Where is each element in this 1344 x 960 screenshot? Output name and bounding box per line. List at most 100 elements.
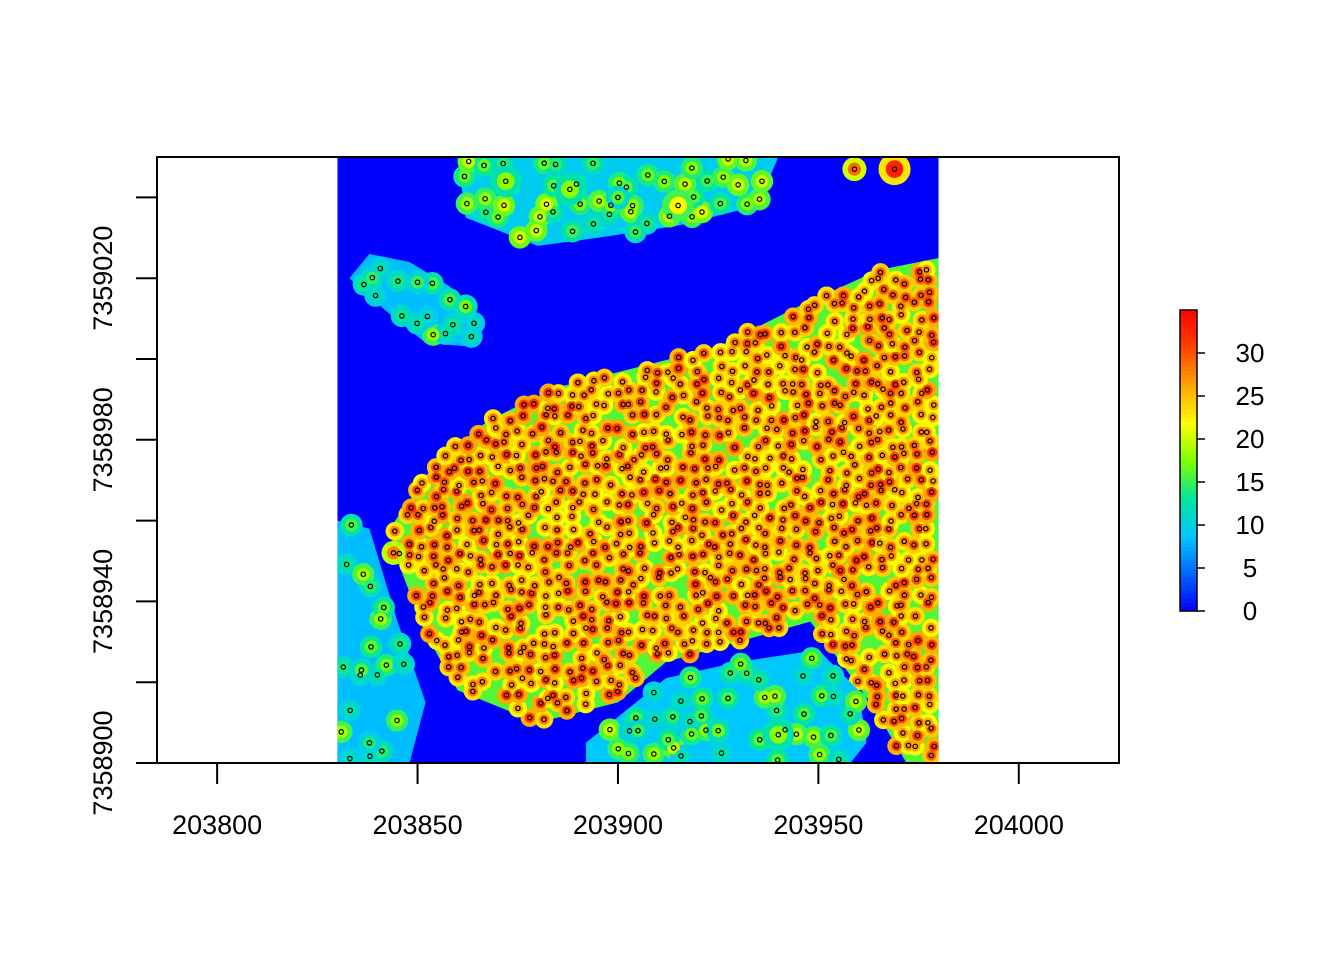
tree-top-point [901, 353, 908, 359]
tree-crown-core [442, 585, 453, 597]
tree-top-point [644, 220, 650, 227]
tree-crown-core [840, 598, 851, 610]
tree-top-point [541, 631, 548, 637]
tree-top-point [613, 540, 620, 547]
tree-top-point [861, 392, 867, 399]
canopy-patch-core [611, 190, 625, 205]
tree-top-point [554, 469, 561, 476]
tree-top-point [654, 370, 661, 376]
tree-crown-core [599, 542, 611, 553]
tree-crown-core [785, 499, 797, 511]
tree-crown-core [626, 199, 640, 213]
tree-crown-core [834, 341, 846, 353]
tree-crown-core [890, 580, 902, 591]
y-tick-label: 7358900 [88, 710, 118, 815]
tree-top-point [569, 439, 576, 446]
tree-crown-core [758, 691, 772, 704]
tree-top-point [725, 695, 731, 702]
tree-crown-core [886, 550, 897, 562]
tree-top-point [641, 565, 648, 572]
tree-crown-core [735, 626, 747, 638]
tree-crown-core [665, 552, 677, 563]
tree-top-point [545, 505, 552, 512]
tree-top-point [604, 662, 611, 669]
tree-crown-core [460, 626, 472, 637]
tree-top-point [874, 362, 880, 369]
tree-top-point [901, 706, 907, 712]
tree-top-point [479, 678, 486, 685]
tree-top-point [583, 415, 589, 422]
tree-crown-core [528, 541, 540, 552]
tree-crown-core [889, 451, 901, 463]
tree-top-point [925, 565, 931, 572]
legend-swatch [1180, 322, 1197, 328]
tree-crown-core [584, 528, 596, 539]
tree-top-point [462, 303, 469, 310]
tree-top-point [768, 417, 775, 424]
tree-top-point [604, 625, 611, 631]
tree-top-point [802, 575, 809, 582]
tree-top-point [419, 480, 425, 486]
tree-top-point [744, 329, 751, 335]
tree-top-point [454, 488, 460, 495]
legend-swatch [1180, 310, 1197, 315]
tree-crown-core [740, 516, 752, 528]
tree-top-point [629, 202, 636, 209]
tree-crown-core [505, 548, 516, 559]
tree-crown-core [691, 477, 702, 489]
tree-top-point [741, 414, 748, 420]
tree-top-point [791, 556, 797, 563]
tree-crown-core [410, 316, 424, 330]
tree-crown-core [578, 389, 590, 401]
x-tick-label: 203800 [172, 810, 262, 840]
legend-swatch [1180, 550, 1197, 556]
tree-top-point [768, 600, 775, 606]
tree-crown-core [474, 616, 485, 628]
tree-top-point [831, 300, 838, 307]
tree-crown-core [627, 409, 638, 421]
tree-crown-core [713, 454, 725, 466]
tree-top-point [541, 557, 548, 563]
tree-crown-core [553, 572, 565, 583]
tree-top-point [782, 388, 788, 394]
tree-top-point [606, 555, 613, 561]
tree-top-point [886, 669, 892, 676]
tree-crown-core [439, 639, 451, 651]
tree-top-point [899, 693, 906, 699]
tree-crown-core [849, 695, 863, 708]
tree-top-point [653, 389, 659, 395]
tree-top-point [850, 567, 856, 573]
tree-crown-core [926, 639, 938, 650]
tree-top-point [454, 527, 460, 533]
tree-crown-core [601, 496, 613, 508]
tree-top-point [698, 713, 705, 719]
tree-top-point [400, 661, 407, 667]
tree-top-point [553, 499, 560, 505]
tree-top-point [817, 487, 824, 494]
tree-top-point [470, 688, 476, 695]
tree-crown-core [834, 436, 846, 448]
tree-top-point [881, 325, 888, 331]
tree-top-point [843, 628, 850, 635]
canopy-patch-core [496, 172, 515, 191]
tree-top-point [543, 676, 549, 683]
tree-top-point [836, 552, 842, 558]
tree-crown-core [647, 747, 661, 761]
tree-crown-core [439, 327, 452, 341]
tree-top-point [850, 316, 856, 322]
tree-top-point [773, 614, 780, 621]
tree-top-point [404, 512, 411, 518]
tree-crown-core [861, 500, 872, 511]
tree-crown-core [697, 587, 708, 598]
tree-top-point [741, 424, 748, 431]
tree-top-point [414, 320, 420, 327]
tree-crown-core [913, 717, 925, 729]
tree-top-point [778, 343, 785, 350]
tree-crown-core [762, 379, 774, 390]
tree-crown-core [759, 328, 771, 340]
tree-crown-core [885, 366, 896, 378]
tree-top-point [925, 277, 932, 283]
tree-top-point [904, 651, 911, 657]
legend-swatch [1180, 563, 1197, 569]
tree-crown-core [796, 669, 810, 683]
